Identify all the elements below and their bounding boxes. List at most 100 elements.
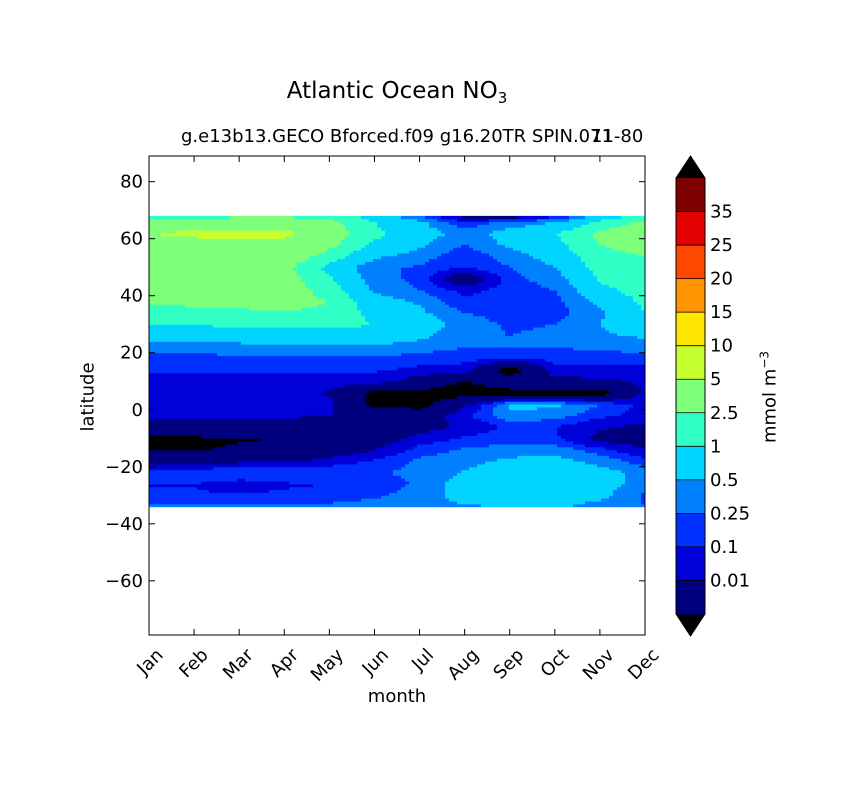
heatmap-cell	[209, 224, 214, 228]
heatmap-cell	[161, 429, 166, 434]
heatmap-cell	[285, 304, 290, 308]
heatmap-cell	[169, 272, 174, 277]
heatmap-cell	[213, 324, 218, 328]
heatmap-cell	[241, 327, 246, 331]
heatmap-cell	[233, 409, 238, 414]
heatmap-cell	[293, 361, 298, 365]
heatmap-cell	[273, 472, 278, 476]
heatmap-cell	[269, 341, 274, 345]
heatmap-cell	[277, 412, 282, 416]
heatmap-cell	[273, 329, 278, 334]
heatmap-cell	[237, 287, 242, 291]
heatmap-cell	[297, 503, 302, 508]
heatmap-cell	[173, 503, 178, 508]
heatmap-cell	[289, 389, 294, 394]
heatmap-cell	[253, 409, 258, 414]
heatmap-cell	[253, 492, 258, 496]
heatmap-cell	[261, 312, 266, 317]
heatmap-cell	[329, 270, 334, 274]
heatmap-cell	[169, 275, 174, 280]
heatmap-cell	[201, 424, 206, 428]
heatmap-cell	[221, 358, 226, 362]
heatmap-cell	[269, 369, 274, 374]
heatmap-cell	[245, 312, 250, 317]
heatmap-cell	[225, 335, 230, 339]
heatmap-cell	[245, 290, 250, 294]
heatmap-cell	[185, 295, 190, 300]
heatmap-cell	[329, 272, 334, 277]
heatmap-cell	[273, 309, 278, 314]
heatmap-cell	[185, 321, 190, 325]
heatmap-cell	[337, 404, 342, 408]
heatmap-cell	[225, 250, 230, 254]
heatmap-cell	[193, 321, 198, 325]
heatmap-cell	[317, 486, 322, 491]
heatmap-cell	[237, 250, 242, 254]
heatmap-cell	[313, 241, 318, 245]
heatmap-cell	[177, 481, 182, 485]
heatmap-cell	[265, 304, 270, 308]
heatmap-cell	[293, 335, 298, 339]
heatmap-cell	[301, 378, 306, 382]
heatmap-cell	[233, 438, 238, 442]
heatmap-cell	[217, 281, 222, 285]
heatmap-cell	[169, 332, 174, 337]
heatmap-cell	[213, 338, 218, 342]
heatmap-cell	[249, 481, 254, 485]
heatmap-cell	[213, 392, 218, 396]
heatmap-cell	[245, 421, 250, 425]
heatmap-cell	[209, 341, 214, 345]
heatmap-cell	[205, 406, 210, 411]
heatmap-cell	[341, 466, 346, 471]
heatmap-cell	[245, 398, 250, 402]
heatmap-cell	[149, 301, 154, 305]
heatmap-cell	[297, 272, 302, 277]
heatmap-cell	[253, 375, 258, 379]
heatmap-cell	[293, 301, 298, 305]
heatmap-cell	[249, 318, 254, 322]
heatmap-cell	[285, 386, 290, 391]
heatmap-cell	[293, 381, 298, 385]
heatmap-cell	[233, 315, 238, 320]
heatmap-cell	[161, 478, 166, 482]
heatmap-cell	[249, 435, 254, 439]
heatmap-cell	[181, 292, 186, 297]
heatmap-cell	[209, 235, 214, 240]
heatmap-cell	[205, 361, 210, 365]
heatmap-cell	[237, 235, 242, 240]
heatmap-cell	[309, 435, 314, 439]
heatmap-cell	[305, 335, 310, 339]
heatmap-cell	[261, 409, 266, 414]
heatmap-cell	[217, 392, 222, 396]
heatmap-cell	[181, 429, 186, 434]
heatmap-cell	[253, 426, 258, 431]
heatmap-cell	[265, 443, 270, 448]
heatmap-cell	[277, 503, 282, 508]
heatmap-cell	[173, 412, 178, 416]
heatmap-cell	[249, 361, 254, 365]
heatmap-cell	[269, 278, 274, 282]
heatmap-cell	[149, 218, 154, 223]
heatmap-cell	[269, 461, 274, 465]
heatmap-cell	[333, 441, 338, 445]
heatmap-cell	[225, 321, 230, 325]
heatmap-cell	[277, 218, 282, 223]
heatmap-cell	[245, 218, 250, 223]
heatmap-cell	[321, 486, 326, 491]
heatmap-cell	[273, 287, 278, 291]
heatmap-cell	[269, 327, 274, 331]
heatmap-cell	[213, 347, 218, 351]
heatmap-cell	[205, 232, 210, 237]
heatmap-cell	[321, 338, 326, 342]
heatmap-cell	[285, 398, 290, 402]
heatmap-cell	[157, 241, 162, 245]
heatmap-cell	[241, 230, 246, 234]
heatmap-cell	[257, 489, 262, 493]
heatmap-cell	[157, 338, 162, 342]
heatmap-cell	[189, 443, 194, 448]
heatmap-cell	[217, 241, 222, 245]
heatmap-cell	[261, 335, 266, 339]
heatmap-cell	[177, 221, 182, 225]
heatmap-cell	[325, 455, 330, 459]
heatmap-cell	[297, 329, 302, 334]
